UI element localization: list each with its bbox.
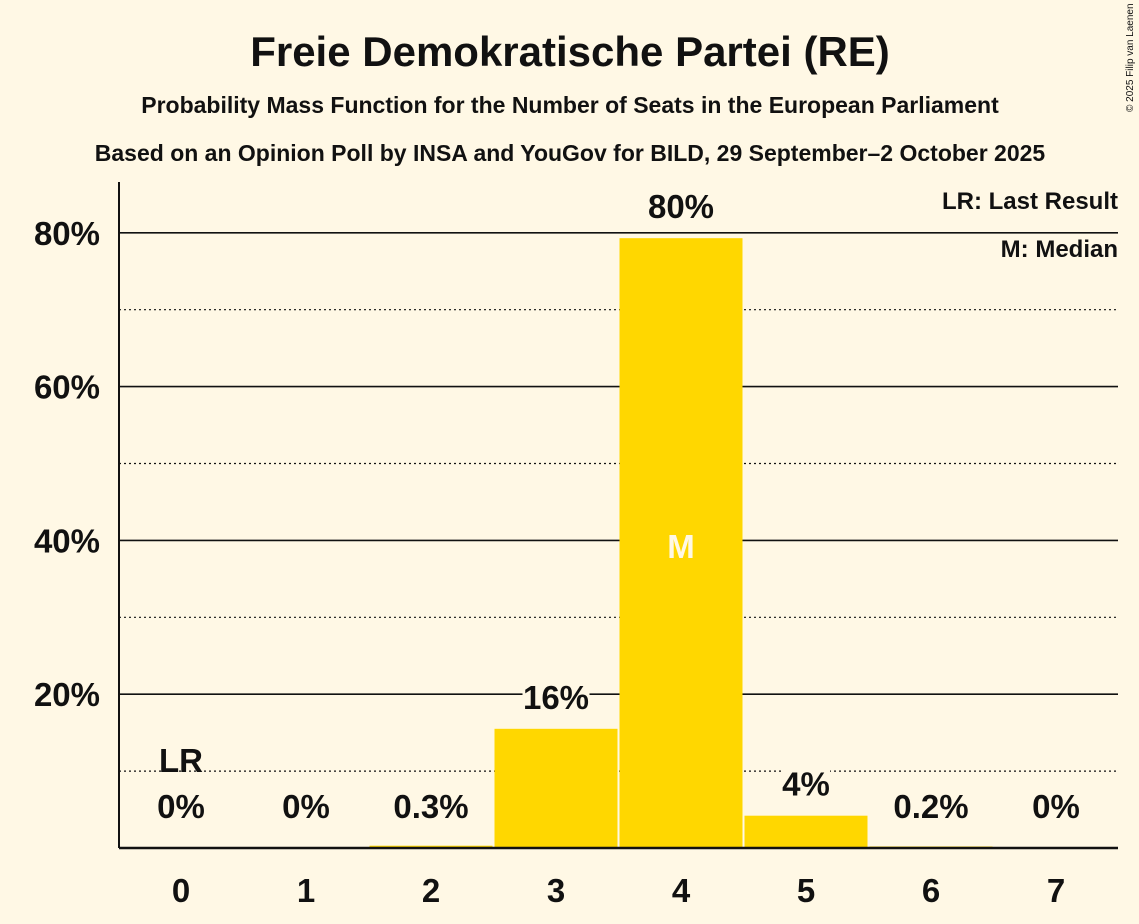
copyright: © 2025 Filip van Laenen (1125, 3, 1136, 112)
x-tick-label: 5 (797, 872, 815, 909)
data-label-background (388, 788, 474, 826)
bar (744, 815, 868, 848)
data-label-background (647, 188, 715, 227)
data-label-background (157, 788, 205, 826)
x-tick-label: 4 (672, 872, 691, 909)
y-tick-label: 20% (34, 676, 100, 713)
bar (494, 728, 618, 848)
legend-median: M: Median (1001, 236, 1118, 263)
data-label: 0.3% (393, 788, 468, 825)
data-label-background (522, 678, 590, 717)
data-label-background (282, 788, 330, 826)
x-tick-label: 1 (297, 872, 315, 909)
data-label: 4% (782, 766, 830, 803)
data-label: 0.2% (893, 788, 968, 825)
data-label-background (782, 765, 830, 804)
chart-title: Freie Demokratische Partei (RE) (250, 28, 890, 75)
x-tick-label: 2 (422, 872, 440, 909)
data-label: 16% (523, 679, 589, 716)
data-label: 0% (282, 788, 330, 825)
x-tick-label: 0 (172, 872, 190, 909)
x-tick-label: 3 (547, 872, 565, 909)
legend-last-result: LR: Last Result (942, 188, 1118, 215)
data-label: 0% (157, 788, 205, 825)
data-label: 0% (1032, 788, 1080, 825)
data-label-background (1032, 788, 1080, 826)
y-tick-label: 40% (34, 522, 100, 559)
x-tick-label: 7 (1047, 872, 1065, 909)
chart-subtitle-source: Based on an Opinion Poll by INSA and You… (95, 140, 1046, 166)
y-tick-label: 60% (34, 369, 100, 406)
chart-subtitle: Probability Mass Function for the Number… (141, 92, 999, 118)
bar (619, 238, 743, 849)
data-label: 80% (648, 188, 714, 225)
data-label-background (888, 788, 974, 826)
x-tick-label: 6 (922, 872, 940, 909)
last-result-marker: LR (159, 742, 203, 779)
median-marker: M (667, 528, 695, 565)
y-tick-label: 80% (34, 215, 100, 252)
